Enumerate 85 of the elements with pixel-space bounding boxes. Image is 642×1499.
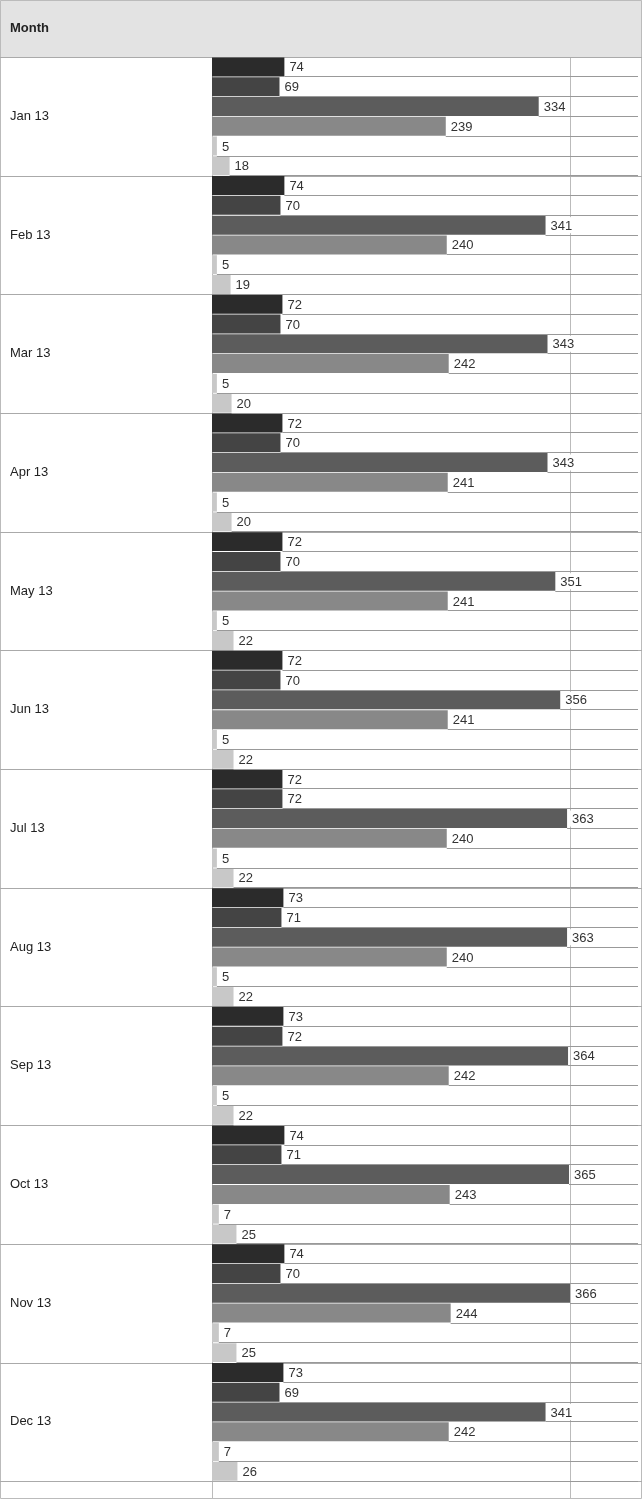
y-tick-label: Mar 13 [10,345,51,361]
data-label: 343 [552,336,575,352]
data-label: 334 [543,99,566,115]
data-label: 71 [286,910,301,926]
data-label: 70 [285,1266,300,1282]
data-label: 70 [285,553,300,569]
data-label: 74 [289,178,304,194]
data-label: 72 [287,791,302,807]
data-label: 72 [287,296,302,312]
y-tick-label: Apr 13 [10,463,49,479]
data-label: 72 [287,534,302,550]
data-label: 363 [572,929,594,945]
data-label: 18 [234,158,250,174]
data-label: 22 [238,989,253,1005]
data-label: 351 [560,573,583,589]
y-tick-label: Feb 13 [10,226,51,242]
data-label: 343 [552,455,575,471]
data-label: 239 [450,118,473,134]
y-axis-title: Month [10,20,50,36]
data-label: 5 [221,969,230,985]
data-label: 241 [452,474,475,490]
data-label: 25 [241,1345,256,1361]
y-tick-label: Nov 13 [10,1294,52,1310]
data-label: 69 [284,1384,299,1400]
data-label: 356 [565,692,587,708]
data-label: 22 [238,1107,253,1123]
data-label: 70 [285,316,300,332]
data-label: 7 [223,1325,232,1341]
data-label: 22 [238,751,253,767]
data-label: 69 [284,79,299,95]
y-tick-label: May 13 [10,582,53,598]
data-label: 26 [242,1463,257,1479]
data-label: 70 [285,672,300,688]
data-label: 242 [453,356,476,372]
data-label: 5 [221,138,230,154]
data-label: 242 [453,1068,476,1084]
data-label: 73 [288,1008,303,1024]
data-label: 20 [236,514,252,530]
data-label: 241 [452,593,475,609]
data-label: 20 [236,395,252,411]
data-label: 73 [288,1364,303,1380]
data-label: 244 [455,1305,478,1321]
data-label: 71 [286,1147,301,1163]
data-label: 74 [289,1246,304,1262]
data-label: 74 [289,59,304,75]
y-tick-label: Oct 13 [10,1176,49,1192]
data-label: 5 [221,257,230,273]
data-label: 243 [454,1186,477,1202]
data-label: 341 [550,1404,573,1420]
data-label: 5 [221,613,230,629]
y-tick-label: Jun 13 [10,701,50,717]
data-label: 19 [235,277,251,293]
data-label: 7 [223,1206,232,1222]
data-label: 22 [238,870,253,886]
y-tick-label: Sep 13 [10,1057,52,1073]
data-label: 364 [573,1048,595,1064]
data-label: 72 [287,1028,302,1044]
data-label: 22 [238,633,253,649]
data-label: 240 [451,949,474,965]
y-tick-label: Jul 13 [10,820,45,836]
data-label: 7 [223,1444,232,1460]
data-label: 240 [451,237,474,253]
data-label: 73 [288,890,303,906]
data-label: 5 [221,494,230,510]
y-tick-label: Dec 13 [10,1413,52,1429]
data-label: 5 [221,850,230,866]
data-label: 70 [285,197,300,213]
data-label: 72 [287,415,302,431]
data-label: 240 [451,830,474,846]
data-label: 72 [287,771,302,787]
data-label: 5 [221,732,230,748]
data-label: 74 [289,1127,304,1143]
data-label: 242 [453,1424,476,1440]
data-label: 72 [287,652,302,668]
data-label: 341 [550,217,573,233]
data-label: 366 [575,1285,597,1301]
data-label: 365 [574,1167,596,1183]
data-label: 5 [221,375,230,391]
data-label: 70 [285,435,300,451]
data-label: 5 [221,1088,230,1104]
y-tick-label: Aug 13 [10,938,52,954]
y-tick-label: Jan 13 [10,107,50,123]
data-label: 25 [241,1226,256,1242]
data-label: 363 [572,811,594,827]
data-label: 241 [452,712,475,728]
